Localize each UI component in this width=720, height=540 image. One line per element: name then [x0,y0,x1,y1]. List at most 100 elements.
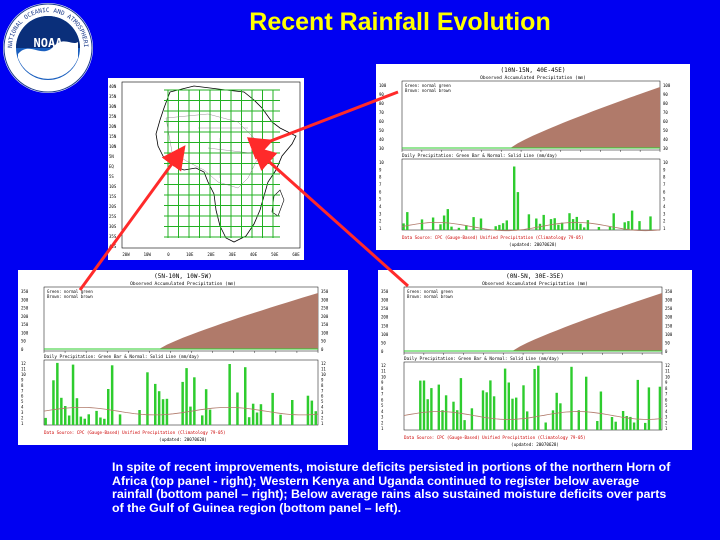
daily-precip-bar [586,220,590,230]
bottom-chart-title: Daily Precipitation: Green Bar & Normal:… [404,356,559,362]
daily-precip-bar [621,411,625,430]
daily-precip-bar [456,410,459,430]
bottom-y-tick-right: 1 [665,426,668,431]
daily-precip-bar [507,382,510,430]
bottom-y-tick-left: 3 [21,410,24,415]
daily-precip-bar [228,364,231,425]
bottom-y-tick-left: 6 [21,394,24,399]
map-x-tick-label: 20W [122,252,130,257]
daily-precip-bar [522,385,525,430]
daily-precip-bar [157,391,161,425]
top-y-tick-left: 0 [21,347,24,352]
daily-precip-bar [494,226,497,230]
bottom-y-tick-left: 8 [381,386,384,391]
daily-precip-bar [60,397,63,425]
bottom-y-tick-left: 8 [21,383,24,388]
top-y-tick-right: 90 [663,92,668,97]
bottom-y-tick-right: 2 [665,420,668,425]
daily-precip-bar [103,418,106,425]
map-y-ticks: 40N 35N 30N 25N 20N 15N 10N 5N EQ 5S 10S 15S 20S 25S 3… [109,84,117,249]
top-y-tick-left: 30 [379,146,384,151]
top-y-tick-left: 40 [379,137,384,142]
bottom-y-tick-left: 12 [381,363,386,368]
top-y-tick-left: 200 [21,314,29,319]
daily-precip-bar [99,417,102,425]
bottom-y-tick-right: 6 [663,189,666,194]
bottom-y-tick-left: 9 [21,377,24,382]
top-y-tick-left: 100 [381,332,389,337]
daily-precip-bar [542,214,545,230]
legend-line-1: Green: normal green [47,289,93,294]
daily-precip-bar [208,409,212,425]
daily-precip-bar [181,381,184,425]
daily-precip-bar [259,404,263,425]
daily-precip-bar [570,366,573,430]
daily-precip-bar [515,397,518,430]
top-y-tick-left: 350 [381,289,389,294]
top-y-tick-right: 50 [665,340,670,345]
map-x-tick-label: 50E [271,252,279,257]
top-y-tick-right: 150 [665,323,673,328]
map-x-tick-label: 10W [144,252,152,257]
daily-precip-bar [450,226,453,230]
top-y-tick-left: 150 [381,323,389,328]
daily-precip-bar [638,221,641,230]
top-y-tick-right: 0 [321,347,324,352]
daily-precip-bar [630,210,634,230]
bottom-y-tick-right: 1 [663,226,666,231]
bottom-y-tick-right: 6 [665,397,668,402]
bottom-y-tick-right: 3 [321,410,324,415]
daily-precip-bar [559,403,562,430]
top-y-tick-left: 200 [381,315,389,320]
top-y-tick-right: 150 [321,322,329,327]
daily-precip-bar [533,369,536,430]
daily-precip-bar [599,391,603,430]
legend-line-2: Brown: normal brown [47,294,93,299]
daily-precip-bar [185,368,188,425]
map-y-tick-label: 30N [109,104,117,109]
daily-precip-bar [204,389,208,425]
daily-precip-bar [551,410,555,430]
daily-precip-bar [505,220,508,230]
daily-precip-bar [441,410,444,430]
horn-chart-panel: (10N-15N, 40E-45E) Observed Accumulated P… [376,64,690,250]
daily-precip-bar [623,222,626,230]
daily-precip-bar [625,416,628,430]
bottom-y-tick-left: 10 [379,160,384,165]
daily-precip-bar [251,403,255,425]
daily-precip-bar [501,223,505,230]
map-y-tick-label: 15N [109,134,117,139]
bottom-y-tick-left: 2 [21,416,24,421]
bottom-y-tick-right: 11 [665,369,670,374]
top-y-tick-left: 100 [379,83,387,88]
daily-precip-bar [596,421,599,430]
legend-line-1: Green: normal green [407,289,453,294]
daily-precip-bar [627,221,630,230]
date-ticks [43,351,319,353]
daily-precip-bar [52,380,55,425]
daily-precip-bar [503,368,507,430]
daily-precip-bar [649,216,652,230]
top-y-tick-right: 80 [663,101,668,106]
daily-precip-bar [597,227,601,230]
daily-precip-bar [56,362,59,425]
bottom-y-tick-left: 4 [379,204,382,209]
bottom-y-tick-left: 3 [379,211,382,216]
daily-precip-bar [463,420,466,430]
top-y-tick-right: 350 [321,289,329,294]
bottom-y-tick-left: 1 [379,226,382,231]
map-y-tick-label: 40S [109,244,117,249]
daily-precip-bar [118,414,122,425]
top-y-tick-right: 100 [663,83,671,88]
daily-precip-bar [629,416,632,430]
bottom-y-tick-right: 2 [321,416,324,421]
bottom-y-tick-left: 12 [21,361,26,366]
daily-precip-bar [255,412,259,425]
daily-precip-bar [614,421,617,430]
bottom-y-tick-left: 10 [381,374,386,379]
bottom-y-tick-right: 8 [665,386,668,391]
top-y-tick-left: 300 [381,298,389,303]
top-y-tick-right: 250 [321,306,329,311]
daily-precip-bar [67,415,71,425]
